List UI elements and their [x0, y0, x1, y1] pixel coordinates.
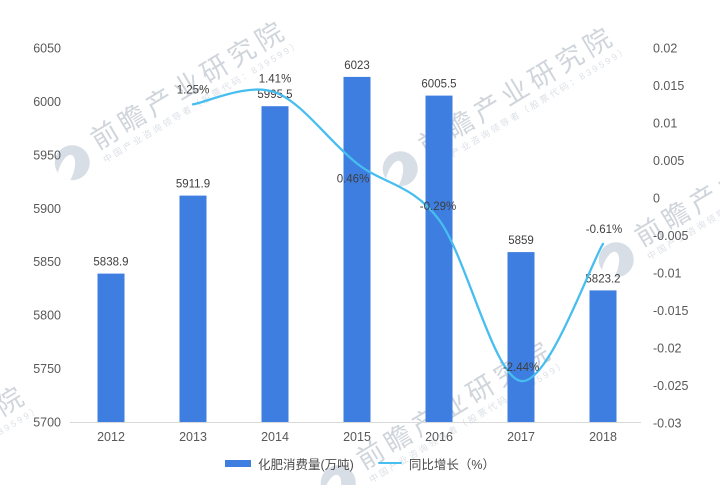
left-axis-tick: 5800 [33, 309, 61, 323]
left-axis-tick: 5750 [33, 362, 61, 376]
right-axis-tick: -0.025 [653, 379, 688, 393]
bar-value-label: 5859 [508, 235, 534, 247]
right-axis-tick: -0.01 [653, 267, 682, 281]
bar-2018 [589, 290, 617, 422]
left-axis-tick: 6050 [33, 42, 61, 56]
right-axis-tick: 0 [653, 192, 660, 206]
legend-label: 同比增长（%） [408, 457, 495, 472]
chart-legend: 化肥消费量(万吨) 同比增长（%） [0, 452, 720, 474]
left-axis-tick: 5700 [33, 416, 61, 430]
line-series-swatch-icon [377, 461, 402, 465]
bar-2012 [97, 273, 125, 422]
right-axis-tick: 0.005 [653, 154, 684, 168]
right-axis-tick: 0.02 [653, 42, 677, 56]
left-axis-tick: 5850 [33, 255, 61, 269]
x-axis-label: 2018 [589, 430, 617, 444]
right-axis-tick: -0.015 [653, 304, 688, 318]
bar-series-swatch-icon [225, 459, 252, 467]
growth-value-label: -2.44% [503, 362, 539, 374]
legend-item-line-series: 同比增长（%） [377, 454, 495, 473]
left-axis-tick: 5900 [33, 202, 61, 216]
left-axis-tick: 6000 [33, 95, 61, 109]
x-axis-label: 2017 [507, 430, 535, 444]
bar-value-label: 5995.5 [257, 89, 292, 101]
bar-value-label: 6005.5 [421, 79, 456, 91]
x-axis-label: 2015 [343, 430, 371, 444]
growth-value-label: 1.41% [259, 73, 292, 85]
x-axis-label: 2016 [425, 430, 453, 444]
growth-value-label: -0.29% [420, 201, 456, 213]
growth-value-label: 1.25% [177, 84, 210, 96]
bar-2013 [179, 195, 207, 422]
growth-line [191, 88, 605, 383]
right-axis-tick: -0.02 [653, 342, 682, 356]
right-axis-tick: 0.015 [653, 79, 684, 93]
bar-2017 [507, 252, 535, 422]
x-axis-label: 2012 [97, 430, 125, 444]
growth-value-label: -0.61% [586, 224, 622, 236]
x-axis-label: 2014 [261, 430, 289, 444]
right-axis-tick: -0.03 [653, 417, 682, 431]
right-axis-tick: -0.005 [653, 229, 688, 243]
growth-value-label: 0.46% [337, 174, 370, 186]
right-axis-tick: 0.01 [653, 117, 677, 131]
bar-value-label: 5838.9 [93, 257, 128, 269]
x-axis-label: 2013 [179, 430, 207, 444]
bar-2016 [425, 95, 453, 422]
left-axis-tick: 5950 [33, 148, 61, 162]
bar-2015 [343, 76, 371, 423]
bar-value-label: 5911.9 [176, 179, 210, 191]
legend-item-bar-series: 化肥消费量(万吨) [225, 454, 354, 473]
legend-label: 化肥消费量(万吨) [258, 457, 354, 472]
bar-2014 [261, 106, 289, 422]
bar-value-label: 5823.2 [585, 273, 620, 285]
bar-value-label: 6023 [344, 60, 370, 72]
